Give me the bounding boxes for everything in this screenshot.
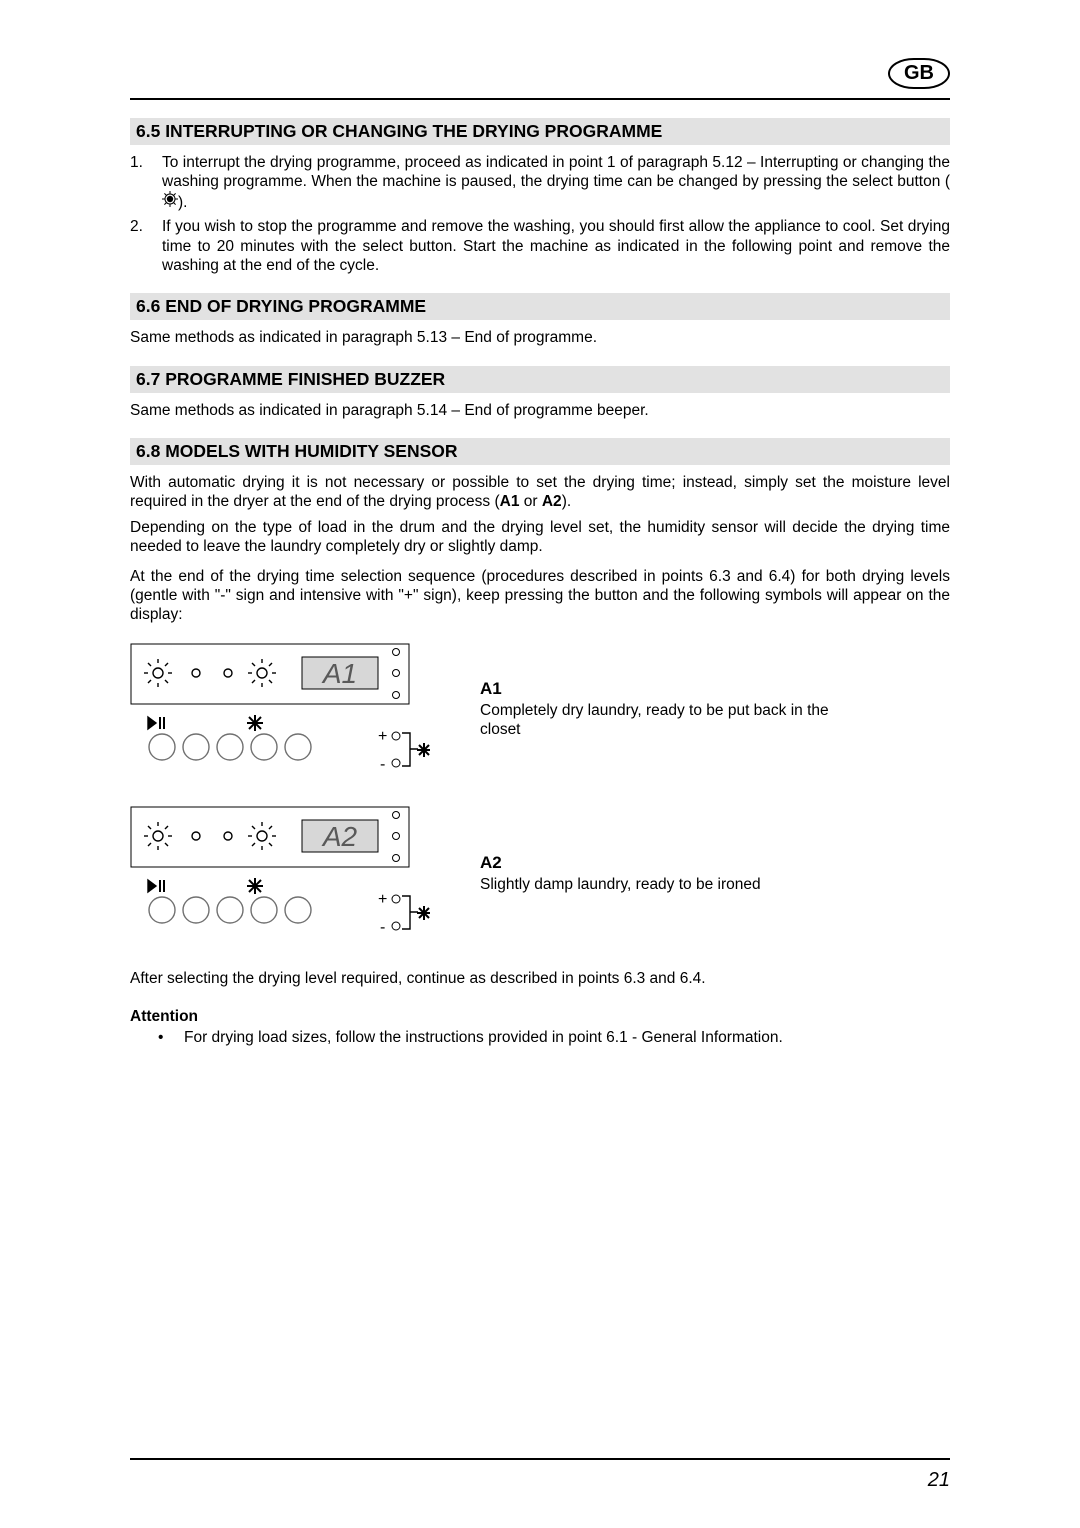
description-text: Slightly damp laundry, ready to be irone… (480, 875, 850, 894)
text: , ready to be ironed (627, 876, 761, 893)
attention-bullet: • For drying load sizes, follow the inst… (130, 1028, 950, 1047)
paragraph: Same methods as indicated in paragraph 5… (130, 328, 950, 347)
text: Slightly damp laundry (480, 876, 627, 893)
display-panels-column: A1 (130, 643, 430, 941)
bullet-dot: • (158, 1028, 184, 1047)
svg-text:+: + (378, 891, 387, 908)
text: To interrupt the drying programme, proce… (162, 154, 950, 190)
bullet-text: For drying load sizes, follow the instru… (184, 1028, 783, 1047)
description-title: A2 (480, 853, 850, 873)
display-panel-a2: A2 (130, 806, 430, 941)
description-a1: A1 Completely dry laundry, ready to be p… (480, 679, 850, 740)
description-text: Completely dry laundry, ready to be put … (480, 701, 850, 740)
page-number: 21 (928, 1469, 950, 1492)
display-panel-a1: A1 (130, 643, 430, 778)
list-item: 1. To interrupt the drying programme, pr… (130, 153, 950, 213)
bottom-rule (130, 1458, 950, 1460)
paragraph: Depending on the type of load in the dru… (130, 518, 950, 557)
heading-6-8: 6.8 MODELS WITH HUMIDITY SENSOR (130, 438, 950, 465)
list-body: If you wish to stop the programme and re… (162, 217, 950, 275)
description-title: A1 (480, 679, 850, 699)
display-panels-row: A1 (130, 643, 950, 941)
country-badge: GB (888, 58, 950, 89)
svg-text:+: + (378, 728, 387, 745)
descriptions-column: A1 Completely dry laundry, ready to be p… (480, 643, 850, 895)
svg-text:-: - (380, 756, 385, 773)
text-bold: A2 (542, 493, 562, 510)
list-item: 2. If you wish to stop the programme and… (130, 217, 950, 275)
list-body: To interrupt the drying programme, proce… (162, 153, 950, 213)
paragraph: Same methods as indicated in paragraph 5… (130, 401, 950, 420)
heading-6-5: 6.5 INTERRUPTING OR CHANGING THE DRYING … (130, 118, 950, 145)
text: ). (178, 194, 187, 211)
text: ). (562, 493, 571, 510)
svg-text:-: - (380, 919, 385, 936)
description-a2: A2 Slightly damp laundry, ready to be ir… (480, 853, 850, 894)
top-rule (130, 98, 950, 100)
select-button-icon (162, 191, 178, 212)
display-text-a1: A1 (321, 658, 357, 689)
text: or (519, 493, 541, 510)
paragraph: With automatic drying it is not necessar… (130, 473, 950, 512)
text-bold: A1 (500, 493, 520, 510)
ordered-list-6-5: 1. To interrupt the drying programme, pr… (130, 153, 950, 275)
paragraph: After selecting the drying level require… (130, 969, 950, 988)
attention-title: Attention (130, 1008, 950, 1026)
display-text-a2: A2 (321, 821, 358, 852)
heading-6-7: 6.7 PROGRAMME FINISHED BUZZER (130, 366, 950, 393)
list-number: 2. (130, 217, 162, 275)
paragraph: At the end of the drying time selection … (130, 567, 950, 625)
list-number: 1. (130, 153, 162, 213)
heading-6-6: 6.6 END OF DRYING PROGRAMME (130, 293, 950, 320)
